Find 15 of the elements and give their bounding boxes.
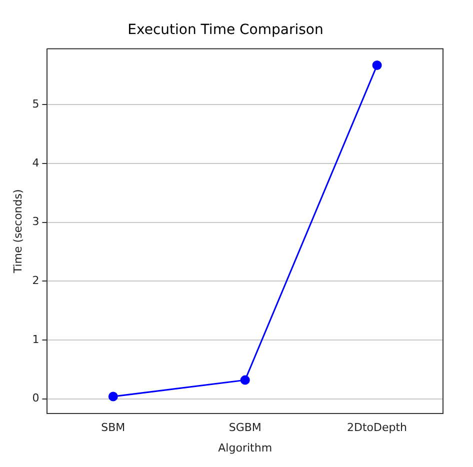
y-tick-label: 2 (32, 274, 40, 288)
x-axis-title: Algorithm (218, 441, 272, 454)
point (372, 60, 382, 70)
y-tick-label: 3 (32, 215, 40, 228)
x-tick-label: 2DtoDepth (347, 421, 408, 434)
chart-title: Execution Time Comparison (128, 22, 324, 38)
y-tick-label: 5 (32, 98, 40, 111)
x-tick-label: SGBM (228, 421, 262, 434)
point (108, 392, 118, 402)
y-tick-label: 1 (32, 332, 40, 346)
y-axis-title: Time (seconds) (11, 189, 24, 274)
x-tick-label: SBM (101, 421, 126, 434)
y-tick-label: 4 (32, 156, 40, 170)
y-tick-label: 0 (32, 392, 40, 405)
point (240, 375, 250, 385)
